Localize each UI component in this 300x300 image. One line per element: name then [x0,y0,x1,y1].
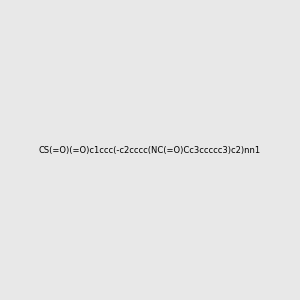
Text: CS(=O)(=O)c1ccc(-c2cccc(NC(=O)Cc3ccccc3)c2)nn1: CS(=O)(=O)c1ccc(-c2cccc(NC(=O)Cc3ccccc3)… [39,146,261,154]
